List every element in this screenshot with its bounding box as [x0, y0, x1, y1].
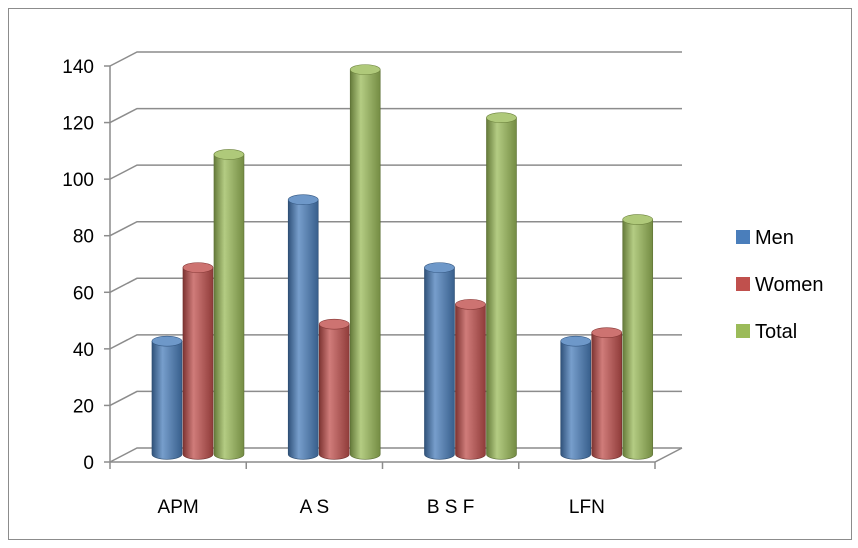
bar — [560, 335, 592, 460]
legend-swatch — [736, 230, 750, 244]
bar — [151, 335, 183, 460]
y-tick-label: 20 — [73, 396, 94, 417]
legend-swatch — [736, 277, 750, 291]
bar — [424, 262, 455, 460]
y-tick-label: 140 — [62, 57, 94, 78]
y-tick-label: 40 — [73, 340, 94, 361]
x-tick-label: LFN — [569, 497, 605, 518]
gridline — [109, 164, 682, 180]
x-tick-label: B S F — [427, 497, 475, 518]
bar — [591, 327, 623, 460]
y-tick-label: 60 — [73, 283, 94, 304]
x-tick-label: APM — [158, 497, 199, 518]
y-tick-label: 100 — [62, 170, 94, 191]
bar — [182, 262, 214, 460]
x-tick-label: A S — [300, 497, 330, 518]
gridline — [109, 220, 682, 237]
bar — [349, 64, 381, 460]
legend-label: Women — [755, 274, 824, 296]
bar — [622, 214, 654, 460]
bar — [213, 149, 245, 460]
y-tick-label: 0 — [83, 453, 94, 474]
gridline — [109, 51, 682, 67]
legend-label: Total — [755, 321, 797, 343]
legend-swatch — [736, 324, 750, 338]
legend: Men Women Total — [736, 227, 824, 343]
bar — [486, 112, 517, 460]
bars — [151, 64, 654, 460]
bar — [318, 318, 350, 460]
bar — [287, 194, 319, 460]
y-tick-label: 80 — [73, 227, 94, 248]
bar — [455, 299, 486, 460]
legend-label: Men — [755, 227, 794, 249]
y-tick-label: 120 — [62, 114, 94, 135]
gridline — [109, 107, 682, 124]
